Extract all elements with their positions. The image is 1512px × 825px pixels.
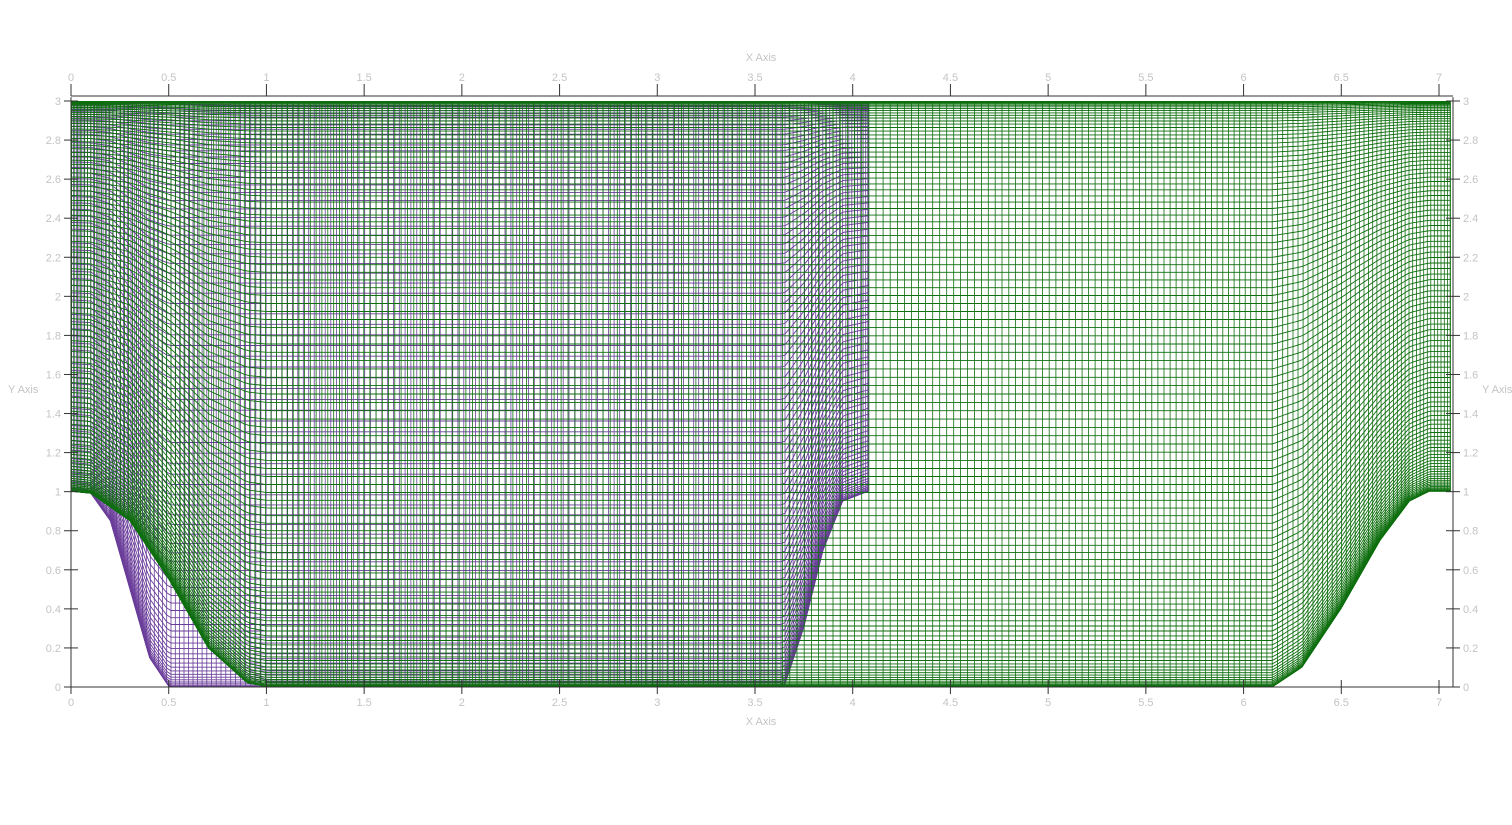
x-tick-label-top: 1 xyxy=(263,72,269,84)
x-tick-label-top: 0.5 xyxy=(161,72,176,84)
x-axis-title-bottom: X Axis xyxy=(746,716,777,728)
x-tick-label-top: 6 xyxy=(1241,72,1247,84)
x-tick-label-top: 3.5 xyxy=(747,72,762,84)
x-tick-label-top: 0 xyxy=(68,72,74,84)
x-tick-label-bottom: 7 xyxy=(1436,697,1442,709)
y-tick-label-left: 0.6 xyxy=(46,565,61,577)
x-axis-title-top: X Axis xyxy=(746,52,777,64)
x-tick-label-bottom: 0.5 xyxy=(161,697,176,709)
x-tick-label-top: 3 xyxy=(654,72,660,84)
y-tick-label-right: 1.8 xyxy=(1463,330,1478,342)
y-tick-label-right: 1.4 xyxy=(1463,409,1478,421)
x-tick-label-bottom: 0 xyxy=(68,697,74,709)
x-tick-label-bottom: 3 xyxy=(654,697,660,709)
x-tick-label-bottom: 6 xyxy=(1241,697,1247,709)
y-tick-label-right: 0.4 xyxy=(1463,604,1478,616)
y-tick-label-left: 2.4 xyxy=(46,213,61,225)
y-tick-label-left: 1.6 xyxy=(46,369,61,381)
x-tick-label-bottom: 5.5 xyxy=(1138,697,1153,709)
green-mesh xyxy=(71,101,1451,687)
y-tick-label-left: 0.4 xyxy=(46,604,61,616)
x-tick-label-top: 2 xyxy=(459,72,465,84)
y-tick-label-right: 2.6 xyxy=(1463,174,1478,186)
x-tick-label-bottom: 4.5 xyxy=(943,697,958,709)
x-tick-label-bottom: 2.5 xyxy=(552,697,567,709)
y-tick-label-right: 2.8 xyxy=(1463,135,1478,147)
y-tick-label-right: 2.2 xyxy=(1463,252,1478,264)
x-tick-label-bottom: 1 xyxy=(263,697,269,709)
y-tick-label-left: 2.2 xyxy=(46,252,61,264)
y-tick-label-right: 0.2 xyxy=(1463,643,1478,655)
y-tick-label-left: 1.4 xyxy=(46,409,61,421)
x-tick-label-top: 4.5 xyxy=(943,72,958,84)
y-tick-label-right: 0.6 xyxy=(1463,565,1478,577)
x-tick-label-top: 4 xyxy=(850,72,856,84)
y-tick-label-right: 2.4 xyxy=(1463,213,1478,225)
y-tick-label-left: 1 xyxy=(55,487,61,499)
y-tick-label-left: 0.8 xyxy=(46,526,61,538)
x-tick-label-top: 6.5 xyxy=(1334,72,1349,84)
y-axis-title-right: Y Axis xyxy=(1482,384,1512,396)
x-tick-label-bottom: 1.5 xyxy=(356,697,371,709)
x-tick-label-bottom: 3.5 xyxy=(747,697,762,709)
y-axis-title-left: Y Axis xyxy=(8,384,39,396)
y-tick-label-right: 2 xyxy=(1463,291,1469,303)
y-tick-label-left: 3 xyxy=(55,96,61,108)
y-tick-label-right: 1.6 xyxy=(1463,369,1478,381)
x-tick-label-top: 2.5 xyxy=(552,72,567,84)
y-tick-label-left: 0 xyxy=(55,682,61,694)
x-tick-label-top: 5.5 xyxy=(1138,72,1153,84)
y-tick-label-right: 0 xyxy=(1463,682,1469,694)
y-tick-label-left: 2 xyxy=(55,291,61,303)
x-tick-label-top: 5 xyxy=(1045,72,1051,84)
x-tick-label-top: 7 xyxy=(1436,72,1442,84)
x-tick-label-top: 1.5 xyxy=(356,72,371,84)
y-tick-label-left: 1.2 xyxy=(46,448,61,460)
y-tick-label-right: 1.2 xyxy=(1463,448,1478,460)
x-tick-label-bottom: 2 xyxy=(459,697,465,709)
x-tick-label-bottom: 4 xyxy=(850,697,856,709)
y-tick-label-left: 0.2 xyxy=(46,643,61,655)
y-tick-label-left: 2.8 xyxy=(46,135,61,147)
y-tick-label-right: 3 xyxy=(1463,96,1469,108)
x-tick-label-bottom: 6.5 xyxy=(1334,697,1349,709)
x-tick-label-bottom: 5 xyxy=(1045,697,1051,709)
y-tick-label-left: 1.8 xyxy=(46,330,61,342)
y-tick-label-right: 1 xyxy=(1463,487,1469,499)
y-tick-label-left: 2.6 xyxy=(46,174,61,186)
y-tick-label-right: 0.8 xyxy=(1463,526,1478,538)
